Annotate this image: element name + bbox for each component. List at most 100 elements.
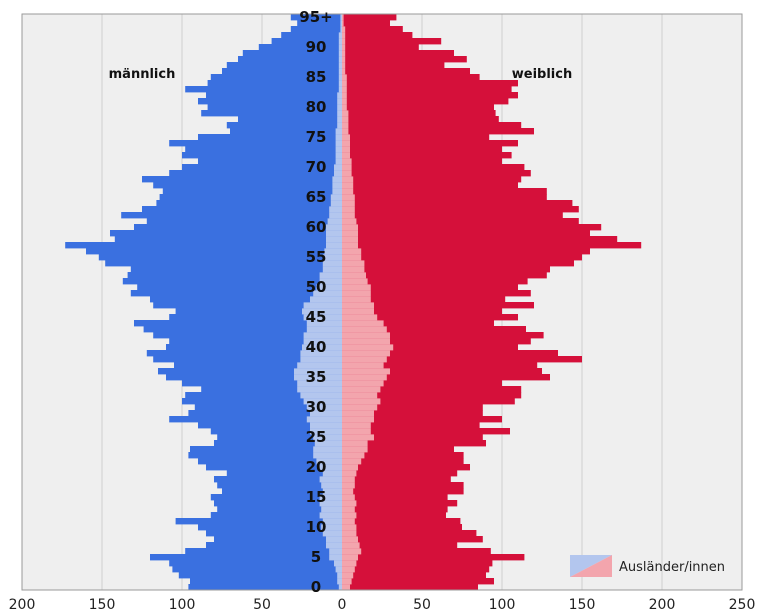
bar-male-foreign <box>338 584 342 591</box>
bar-male <box>175 308 342 315</box>
bar-female-foreign <box>342 266 365 273</box>
age-label: 20 <box>306 458 327 476</box>
bar-male <box>222 488 342 495</box>
bar-female <box>342 578 494 585</box>
x-tick-label: 50 <box>253 597 271 613</box>
x-tick-label: 150 <box>89 597 116 613</box>
bar-female <box>342 566 490 573</box>
age-label: 45 <box>306 308 327 326</box>
bar-male <box>210 428 342 435</box>
plot-border <box>21 13 743 591</box>
bar-male <box>156 200 342 207</box>
bar-male-foreign <box>306 404 342 411</box>
bar-male-foreign <box>338 74 342 81</box>
bar-male-foreign <box>303 314 342 321</box>
bar-female <box>342 146 502 153</box>
bar-male <box>134 320 342 327</box>
bar-female <box>342 380 502 387</box>
bar-male <box>143 326 342 333</box>
bar-female <box>342 368 542 375</box>
bar-female-foreign <box>342 338 390 345</box>
bar-male <box>230 128 342 135</box>
bar-female <box>342 194 547 201</box>
bar-male-foreign <box>335 158 342 165</box>
bar-male <box>169 416 342 423</box>
bar-male <box>175 518 342 525</box>
bar-female-foreign <box>342 20 344 27</box>
bar-male-foreign <box>338 80 342 87</box>
bar-female <box>342 170 531 177</box>
bar-female-foreign <box>342 518 355 525</box>
bar-male <box>127 272 342 279</box>
age-label: 80 <box>306 98 327 116</box>
bar-male-foreign <box>338 32 342 39</box>
bar-male-foreign <box>294 374 342 381</box>
bar-female-foreign <box>342 92 347 99</box>
bar-male <box>258 44 342 51</box>
bar-male-foreign <box>297 380 342 387</box>
x-tick-label: 150 <box>569 597 596 613</box>
bar-female-foreign <box>342 530 357 537</box>
bar-male <box>166 344 342 351</box>
bar-male <box>198 422 342 429</box>
bar-male-foreign <box>330 194 342 201</box>
bar-female <box>342 458 464 465</box>
bar-male-foreign <box>332 176 342 183</box>
bar-male-foreign <box>313 452 342 459</box>
bar-male-foreign <box>319 272 342 279</box>
bar-male-foreign <box>337 116 342 123</box>
bar-female-foreign <box>342 404 378 411</box>
bar-male <box>169 338 342 345</box>
bar-female <box>342 182 518 189</box>
bar-male-foreign <box>321 506 342 513</box>
bar-female <box>342 212 563 219</box>
bar-male-foreign <box>322 518 342 525</box>
bar-male <box>105 260 342 267</box>
bar-female-foreign <box>342 284 371 291</box>
bar-male <box>134 224 342 231</box>
bar-female-foreign <box>342 314 378 321</box>
bar-female <box>342 524 462 531</box>
bar-male <box>146 218 342 225</box>
bar-male-foreign <box>332 188 342 195</box>
bar-female <box>342 338 531 345</box>
bar-female-foreign <box>342 344 394 351</box>
bar-female-foreign <box>342 500 357 507</box>
bar-male <box>238 56 342 63</box>
bar-male-foreign <box>337 98 342 105</box>
bar-male <box>178 572 342 579</box>
bar-female <box>342 470 458 477</box>
bar-female <box>342 140 518 147</box>
bar-male-foreign <box>319 512 342 519</box>
bar-female-foreign <box>342 224 358 231</box>
bar-male <box>153 302 342 309</box>
bar-female <box>342 50 454 57</box>
bar-female <box>342 128 534 135</box>
bar-female <box>342 512 446 519</box>
bar-female-foreign <box>342 176 354 183</box>
bar-female-foreign <box>342 170 352 177</box>
bar-female <box>342 404 483 411</box>
bar-female-foreign <box>342 248 362 255</box>
bar-female <box>342 302 534 309</box>
x-tick-label: 100 <box>169 597 196 613</box>
bar-male <box>122 278 342 285</box>
bar-male <box>182 380 342 387</box>
bar-female-foreign <box>342 62 346 69</box>
bar-male-foreign <box>303 302 342 309</box>
bar-female-foreign <box>342 422 371 429</box>
bar-male <box>198 524 342 531</box>
bar-female-foreign <box>342 464 358 471</box>
bar-female-foreign <box>342 152 350 159</box>
bar-male-foreign <box>319 278 342 285</box>
bar-male <box>222 68 342 75</box>
bar-male-foreign <box>294 368 342 375</box>
bar-female <box>342 80 518 87</box>
bar-female <box>342 164 525 171</box>
bar-male <box>210 74 342 81</box>
bar-male-foreign <box>316 284 342 291</box>
bar-male <box>226 122 342 129</box>
bar-male <box>142 206 342 213</box>
bar-male-foreign <box>337 104 342 111</box>
age-label: 50 <box>306 278 327 296</box>
